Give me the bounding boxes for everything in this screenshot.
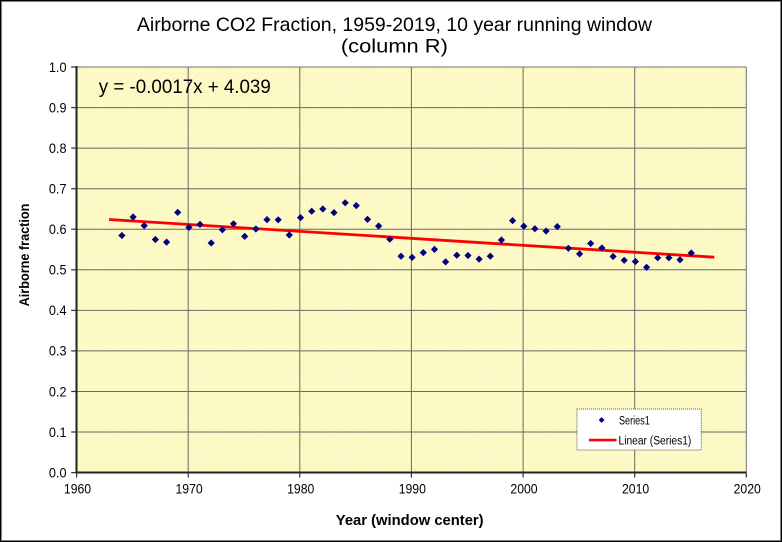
svg-text:2020: 2020 — [734, 481, 761, 497]
svg-text:y = -0.0017x + 4.039: y = -0.0017x + 4.039 — [99, 76, 271, 98]
svg-text:0.5: 0.5 — [49, 262, 67, 278]
svg-text:0.8: 0.8 — [49, 140, 67, 156]
svg-text:0.4: 0.4 — [49, 302, 67, 318]
svg-text:(column R): (column R) — [341, 35, 448, 57]
svg-text:1970: 1970 — [176, 481, 203, 497]
svg-text:Year (window center): Year (window center) — [336, 512, 484, 529]
svg-text:Series1: Series1 — [619, 416, 650, 428]
svg-text:2010: 2010 — [622, 481, 649, 497]
svg-text:0.3: 0.3 — [49, 343, 67, 359]
svg-text:0.0: 0.0 — [49, 464, 67, 480]
svg-text:2000: 2000 — [510, 481, 537, 497]
svg-text:0.7: 0.7 — [49, 181, 67, 197]
svg-text:1990: 1990 — [399, 481, 426, 497]
svg-text:0.6: 0.6 — [49, 221, 67, 237]
svg-text:0.9: 0.9 — [49, 99, 67, 115]
svg-text:0.2: 0.2 — [49, 383, 67, 399]
svg-text:1.0: 1.0 — [49, 59, 67, 75]
svg-text:1960: 1960 — [64, 481, 91, 497]
svg-text:Linear (Series1): Linear (Series1) — [619, 435, 692, 447]
svg-text:Airborne fraction: Airborne fraction — [16, 204, 32, 307]
svg-text:1980: 1980 — [287, 481, 314, 497]
svg-text:0.1: 0.1 — [49, 424, 67, 440]
svg-text:Airborne CO2 Fraction, 1959-20: Airborne CO2 Fraction, 1959-2019, 10 yea… — [137, 14, 653, 36]
